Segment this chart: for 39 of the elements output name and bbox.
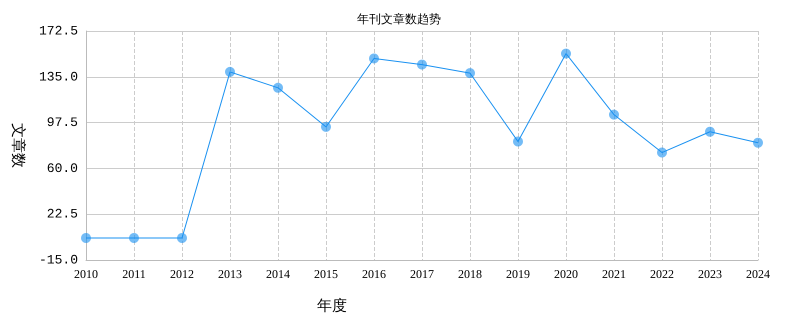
x-tick-label: 2020 [554,267,578,281]
point [753,138,763,148]
y-tick-label: 172.5 [38,24,78,38]
x-tick-label: 2021 [602,267,626,281]
point [513,136,523,147]
x-tick-label: 2013 [218,267,242,281]
x-tick-label: 2012 [170,267,194,281]
point [705,126,715,137]
point [129,233,139,244]
x-tick-label: 2022 [650,267,674,281]
point [321,122,331,132]
point [561,48,571,59]
y-tick-label: -15.0 [38,252,78,268]
x-tick-label: 2011 [122,267,146,281]
x-tick-label: 2014 [266,267,290,281]
x-tick-label: 2018 [458,267,482,281]
x-tick-label: 2024 [746,267,770,281]
y-tick-label: 22.5 [46,206,78,222]
x-tick-label: 2015 [314,267,338,281]
point [273,82,283,93]
chart-title: 年刊文章数趋势 [357,12,441,26]
point [369,53,379,64]
y-tick-label: 97.5 [46,115,78,130]
y-tick-label: 135.0 [38,69,78,84]
y-tick-label: 60.0 [46,160,78,176]
point [81,233,91,244]
point [465,68,475,78]
x-tick-label: 2023 [698,267,722,281]
point [417,60,427,70]
x-tick-label: 2017 [410,267,434,281]
point [177,233,187,244]
x-tick-label: 2010 [74,267,98,281]
x-axis-title: 年度 [317,296,347,314]
x-tick-label: 2016 [362,267,386,281]
y-axis-title: 文章数 [10,123,28,168]
point [225,66,235,77]
point [657,148,667,158]
x-tick-label: 2019 [506,267,530,281]
point [609,110,619,120]
